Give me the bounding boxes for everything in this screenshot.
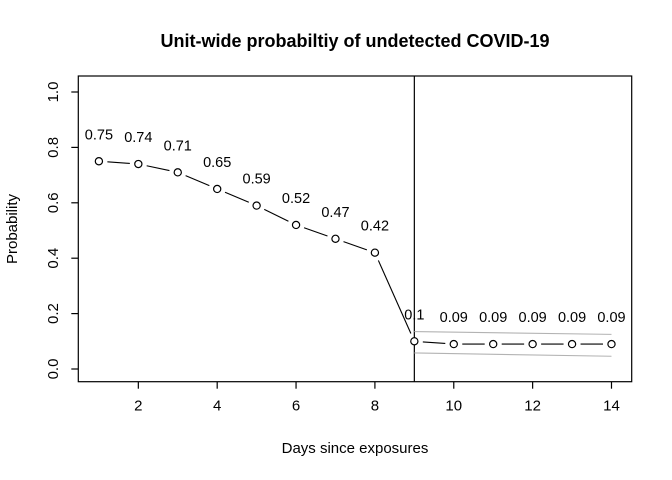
y-tick-label: 1.0 — [45, 82, 62, 103]
chart-title: Unit-wide probabiltiy of undetected COVI… — [160, 31, 549, 51]
data-point — [94, 157, 104, 166]
data-point — [212, 184, 222, 194]
data-point — [173, 168, 182, 177]
x-tick-label: 2 — [134, 398, 142, 415]
data-point — [449, 339, 458, 349]
series-segment — [343, 241, 368, 251]
data-point — [252, 201, 261, 210]
point-value-label: 0.59 — [243, 172, 271, 188]
data-point — [528, 339, 537, 349]
point-value-label: 0.47 — [321, 205, 349, 221]
point-value-label: 0.09 — [519, 310, 547, 326]
data-point — [567, 339, 577, 349]
y-tick-label: 0.2 — [45, 303, 62, 324]
series-segment — [303, 227, 328, 237]
point-value-label: 0.09 — [597, 310, 625, 326]
series-segment — [377, 260, 412, 334]
point-value-label: 0.52 — [282, 191, 310, 207]
series-segment — [107, 161, 130, 164]
series-segment — [224, 191, 250, 203]
x-tick-label: 4 — [213, 398, 221, 415]
y-axis-title: Probability — [4, 193, 21, 264]
y-axis: 0.0 0.2 0.4 0.6 0.8 1.0 — [45, 82, 79, 380]
point-value-label: 0.09 — [479, 310, 507, 326]
point-value-label: 0.1 — [404, 307, 424, 323]
confidence-interval-lines — [414, 331, 612, 357]
plot-border — [77, 75, 633, 383]
x-axis-title: Days since exposures — [282, 440, 429, 457]
ci-upper-line — [414, 331, 612, 335]
point-value-label: 0.09 — [558, 310, 586, 326]
data-point — [489, 339, 498, 349]
point-value-label: 0.42 — [361, 219, 389, 235]
point-value-label: 0.65 — [203, 155, 231, 171]
x-tick-label: 6 — [292, 398, 300, 415]
x-tick-label: 10 — [445, 398, 462, 415]
y-tick-label: 0.6 — [45, 192, 62, 213]
data-point — [607, 339, 616, 349]
series-segment — [146, 165, 170, 172]
x-tick-label: 14 — [603, 398, 620, 415]
point-value-label: 0.71 — [164, 138, 192, 154]
point-value-label: 0.75 — [85, 127, 113, 143]
data-point — [134, 159, 143, 169]
y-tick-label: 0.4 — [45, 248, 62, 269]
x-tick-label: 8 — [371, 398, 379, 415]
y-tick-label: 0.8 — [45, 137, 62, 158]
point-value-label: 0.74 — [124, 130, 152, 146]
data-point — [410, 337, 419, 346]
point-value-labels: 0.75 0.74 0.71 0.65 0.59 0.52 0.47 0.42 0.1 0.09 0… — [85, 127, 626, 326]
point-value-label: 0.09 — [440, 310, 468, 326]
y-tick-label: 0.0 — [45, 359, 62, 380]
data-point — [331, 234, 340, 244]
data-point — [370, 248, 380, 257]
series-segment — [185, 175, 210, 187]
data-point — [291, 220, 301, 230]
x-tick-label: 12 — [524, 398, 541, 415]
ci-lower-line — [414, 352, 612, 357]
series-segment — [264, 208, 289, 222]
series-segment — [422, 341, 446, 345]
probability-series — [94, 157, 616, 349]
x-axis: 2 4 6 8 10 12 14 — [134, 381, 620, 415]
